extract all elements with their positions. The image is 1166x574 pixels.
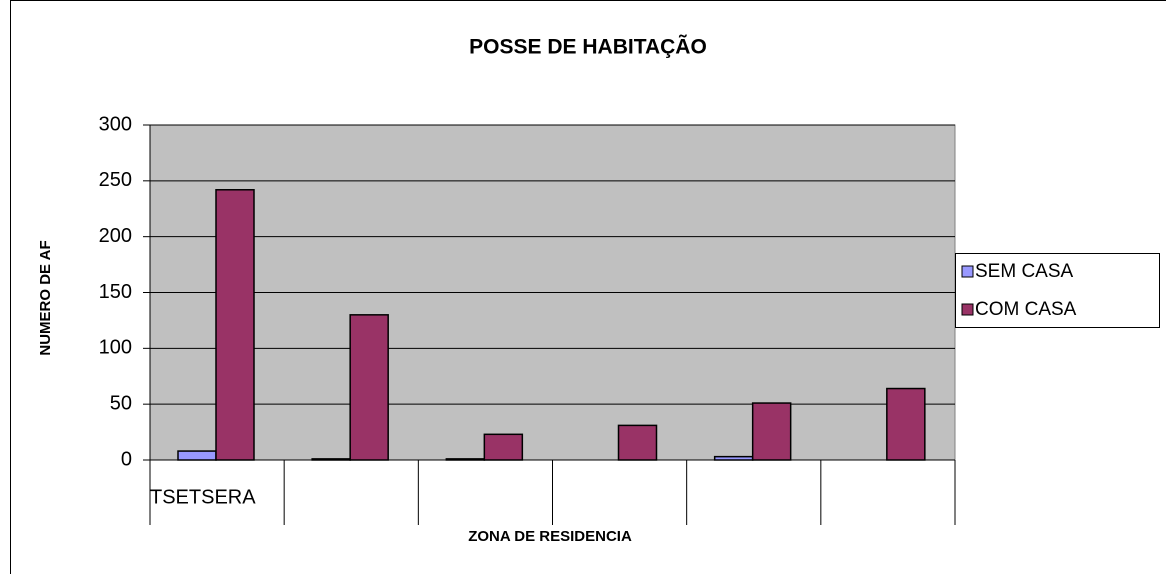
x-axis-label: ZONA DE RESIDENCIA — [468, 528, 632, 545]
bar — [617, 424, 658, 461]
legend-swatch — [961, 265, 974, 278]
y-tick-label: 150 — [99, 281, 132, 303]
bar — [177, 450, 217, 461]
bar — [483, 433, 524, 461]
y-tick-label: 200 — [99, 225, 132, 247]
bar — [886, 387, 926, 461]
y-axis-label: NUMERO DE AF — [37, 240, 54, 355]
bar — [751, 402, 792, 461]
y-tick-label: 0 — [121, 448, 132, 470]
y-tick-label: 250 — [99, 169, 132, 191]
y-tick-label: 100 — [99, 337, 132, 359]
legend-swatch — [961, 303, 974, 316]
legend-box — [955, 253, 1160, 328]
bar — [215, 189, 255, 461]
chart-title: POSSE DE HABITAÇÃO — [469, 36, 707, 59]
legend-label: SEM CASA — [975, 261, 1074, 282]
legend-label: COM CASA — [975, 299, 1077, 320]
bar — [445, 458, 486, 461]
x-tick-label: TSETSERA — [150, 486, 256, 508]
y-tick-label: 50 — [110, 392, 132, 414]
y-tick-label: 300 — [99, 113, 132, 135]
bar — [713, 455, 754, 461]
bar — [349, 314, 389, 461]
bar — [311, 458, 351, 461]
